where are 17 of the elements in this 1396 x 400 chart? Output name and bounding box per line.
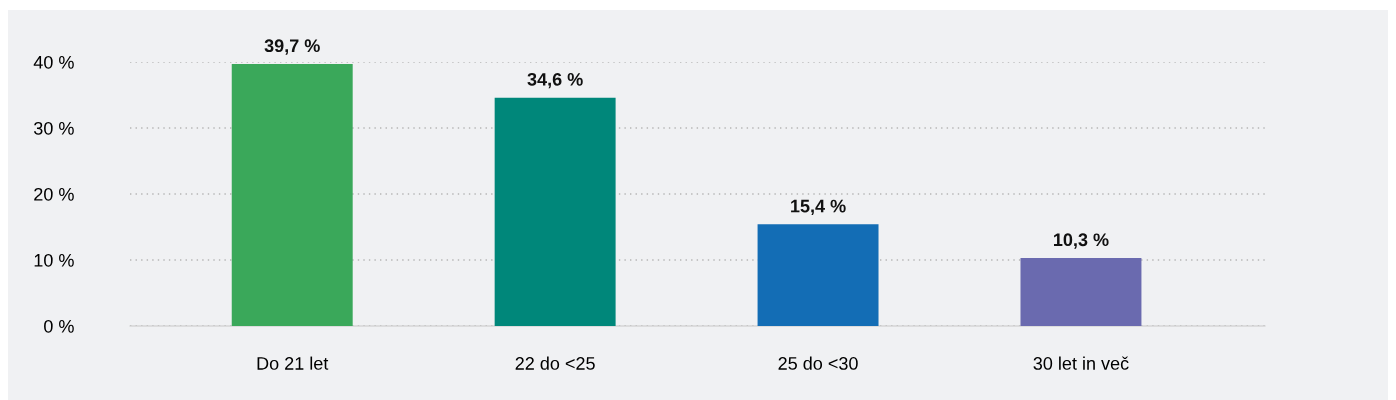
y-tick-label: 40 % — [33, 55, 74, 69]
y-tick-label: 10 % — [34, 253, 74, 267]
data-label: 10,3 % — [1053, 233, 1109, 249]
x-tick-label: Do 21 let — [257, 356, 329, 370]
y-tick-label: 20 % — [34, 187, 74, 201]
x-tick-label: 22 do <25 — [515, 356, 595, 370]
x-tick-label: 25 do <30 — [778, 356, 858, 370]
x-tick-label: 30 let in več — [1033, 356, 1129, 370]
y-tick-label: 0 % — [44, 319, 74, 333]
y-tick-label: 30 % — [33, 121, 74, 135]
data-label: 39,7 % — [264, 39, 320, 55]
bar — [231, 63, 353, 326]
bar — [1020, 258, 1142, 326]
bar — [757, 224, 879, 326]
data-label: 15,4 % — [791, 199, 846, 216]
bar — [494, 97, 616, 326]
data-label: 34,6 % — [527, 72, 583, 89]
